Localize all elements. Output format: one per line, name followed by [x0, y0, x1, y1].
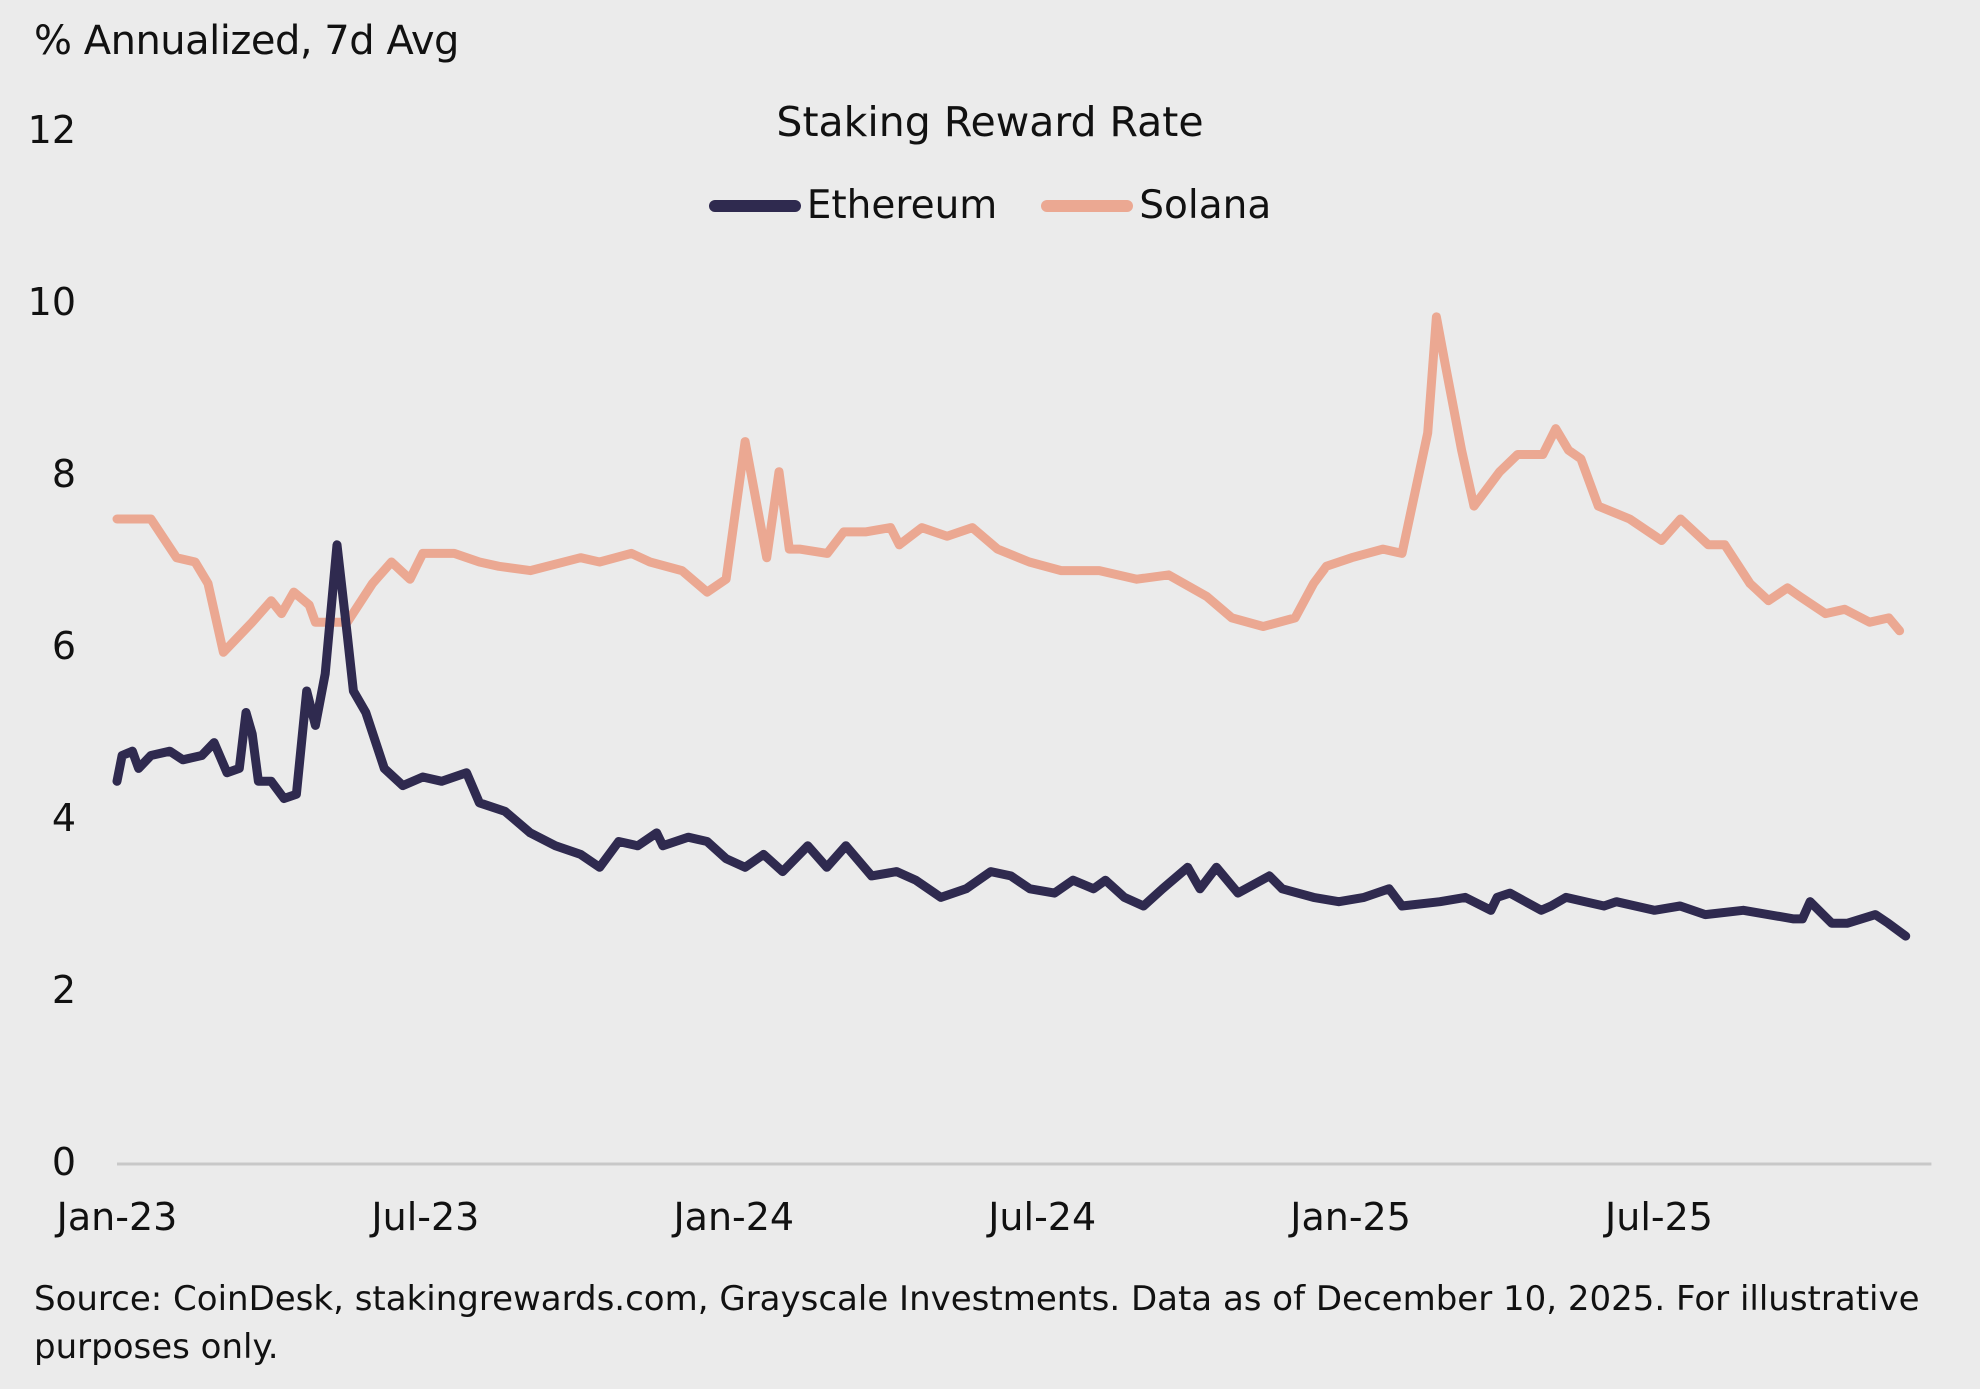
x-tick-label: Jul-25 [1605, 1195, 1713, 1239]
legend-item-solana[interactable]: Solana [1041, 183, 1271, 228]
series-line-ethereum [112, 540, 1911, 941]
x-tick-label: Jan-24 [673, 1195, 795, 1239]
x-tick-label: Jul-24 [988, 1195, 1097, 1239]
y-axis-unit-label: % Annualized, 7d Avg [34, 18, 459, 64]
y-tick-label: 12 [27, 108, 76, 152]
y-tick-label: 0 [51, 1140, 76, 1184]
y-tick-label: 2 [51, 968, 76, 1012]
source-note: Source: CoinDesk, stakingrewards.com, Gr… [34, 1279, 1920, 1367]
legend: Ethereum Solana [0, 183, 1980, 228]
y-tick-label: 8 [51, 452, 76, 496]
x-tick-label: Jul-23 [371, 1195, 480, 1239]
legend-label-solana: Solana [1139, 183, 1272, 228]
chart-title: Staking Reward Rate [776, 98, 1204, 146]
x-tick-label: Jan-25 [1290, 1195, 1411, 1239]
legend-swatch-solana [1041, 199, 1134, 212]
y-tick-label: 6 [51, 624, 76, 668]
series-line-solana [112, 312, 1905, 657]
y-tick-label: 10 [27, 280, 76, 324]
legend-item-ethereum[interactable]: Ethereum [708, 183, 998, 228]
y-tick-label: 4 [51, 796, 76, 840]
legend-label-ethereum: Ethereum [806, 183, 998, 228]
legend-swatch-ethereum [708, 199, 801, 212]
x-tick-label: Jan-23 [56, 1195, 178, 1239]
